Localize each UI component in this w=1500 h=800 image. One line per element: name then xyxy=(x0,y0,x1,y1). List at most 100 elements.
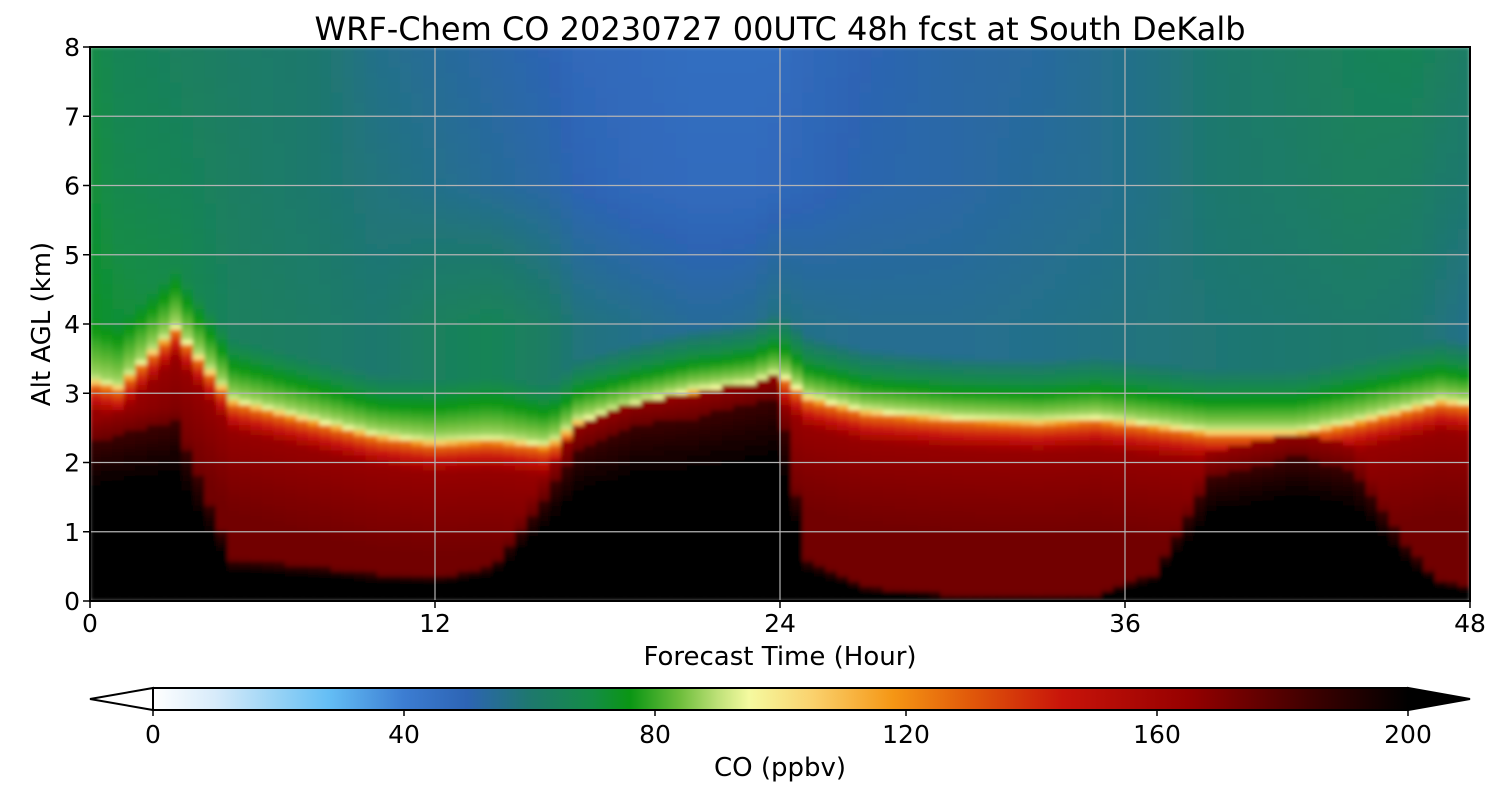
co-field-cell xyxy=(445,560,459,567)
co-field-cell xyxy=(250,434,264,441)
co-field-cell xyxy=(158,509,172,516)
co-field-cell xyxy=(100,101,114,109)
co-field-cell xyxy=(457,519,471,527)
co-field-cell xyxy=(388,111,402,119)
co-field-cell xyxy=(215,212,229,219)
co-field-cell xyxy=(250,197,264,204)
co-field-cell xyxy=(135,464,149,471)
co-field-cell xyxy=(158,257,172,265)
co-field-cell xyxy=(261,393,275,401)
co-field-cell xyxy=(411,262,425,270)
co-field-cell xyxy=(204,550,218,557)
co-field-cell xyxy=(250,132,264,139)
co-field-cell xyxy=(123,247,137,255)
co-field-cell xyxy=(169,403,183,411)
co-field-cell xyxy=(158,142,172,149)
co-field-cell xyxy=(411,343,425,350)
co-field-cell xyxy=(273,434,287,441)
co-field-cell xyxy=(227,363,241,370)
co-field-cell xyxy=(250,252,264,260)
co-field-cell xyxy=(112,288,126,295)
co-field-cell xyxy=(123,126,137,134)
co-field-cell xyxy=(238,132,252,139)
co-field-cell xyxy=(238,514,252,522)
co-field-cell xyxy=(215,192,229,199)
co-field-cell xyxy=(376,590,390,597)
co-field-cell xyxy=(227,288,241,295)
co-field-cell xyxy=(399,232,413,239)
co-field-cell xyxy=(192,489,206,496)
co-field-cell xyxy=(330,187,344,194)
co-field-cell xyxy=(112,283,126,290)
co-field-cell xyxy=(135,545,149,552)
co-field-cell xyxy=(376,343,390,350)
co-field-cell xyxy=(158,464,172,471)
co-field-cell xyxy=(457,101,471,109)
co-field-cell xyxy=(399,293,413,300)
co-field-cell xyxy=(434,303,448,310)
co-field-cell xyxy=(365,96,379,103)
co-field-cell xyxy=(123,257,137,265)
co-field-cell xyxy=(261,575,275,582)
co-field-cell xyxy=(261,388,275,396)
co-field-cell xyxy=(388,262,402,270)
co-field-cell xyxy=(273,464,287,471)
co-field-cell xyxy=(388,524,402,532)
co-field-cell xyxy=(90,298,103,305)
co-field-cell xyxy=(112,353,126,360)
co-field-cell xyxy=(307,529,321,537)
co-field-cell xyxy=(192,560,206,567)
co-field-cell xyxy=(146,343,160,350)
co-field-cell xyxy=(411,288,425,295)
co-field-cell xyxy=(445,217,459,224)
co-field-cell xyxy=(422,560,436,567)
co-field-cell xyxy=(457,283,471,290)
co-field-cell xyxy=(411,519,425,527)
co-field-cell xyxy=(434,197,448,204)
co-field-cell xyxy=(146,403,160,411)
co-field-cell xyxy=(273,393,287,401)
co-field-cell xyxy=(250,358,264,365)
co-field-cell xyxy=(146,132,160,139)
co-field-cell xyxy=(296,217,310,224)
co-field-cell xyxy=(399,378,413,386)
co-field-cell xyxy=(112,232,126,239)
co-field-cell xyxy=(342,192,356,199)
co-field-cell xyxy=(319,172,333,179)
co-field-cell xyxy=(399,262,413,270)
co-field-cell xyxy=(250,343,264,350)
co-field-cell xyxy=(192,575,206,582)
co-field-cell xyxy=(296,504,310,511)
co-field-cell xyxy=(250,313,264,320)
co-field-cell xyxy=(146,519,160,527)
co-field-cell xyxy=(238,368,252,375)
co-field-cell xyxy=(135,71,149,78)
co-field-cell xyxy=(204,152,218,159)
co-field-cell xyxy=(192,132,206,139)
co-field-cell xyxy=(330,409,344,416)
co-field-cell xyxy=(445,202,459,209)
co-field-cell xyxy=(123,403,137,411)
co-field-cell xyxy=(445,56,459,63)
co-field-cell xyxy=(158,202,172,209)
co-field-cell xyxy=(250,126,264,134)
co-field-cell xyxy=(112,202,126,209)
co-field-cell xyxy=(457,590,471,597)
co-field-cell xyxy=(273,509,287,516)
co-field-cell xyxy=(365,101,379,109)
co-field-cell xyxy=(411,565,425,572)
co-field-cell xyxy=(100,323,114,330)
co-field-cell xyxy=(261,283,275,290)
co-field-cell xyxy=(169,429,183,436)
co-field-cell xyxy=(135,257,149,265)
co-field-cell xyxy=(365,61,379,68)
co-field-cell xyxy=(296,212,310,219)
co-field-cell xyxy=(284,101,298,109)
co-field-cell xyxy=(215,524,229,532)
co-field-cell xyxy=(353,81,367,88)
co-field-cell xyxy=(330,111,344,119)
co-field-cell xyxy=(238,469,252,476)
co-field-cell xyxy=(204,358,218,365)
co-field-cell xyxy=(238,328,252,335)
co-field-cell xyxy=(445,338,459,345)
